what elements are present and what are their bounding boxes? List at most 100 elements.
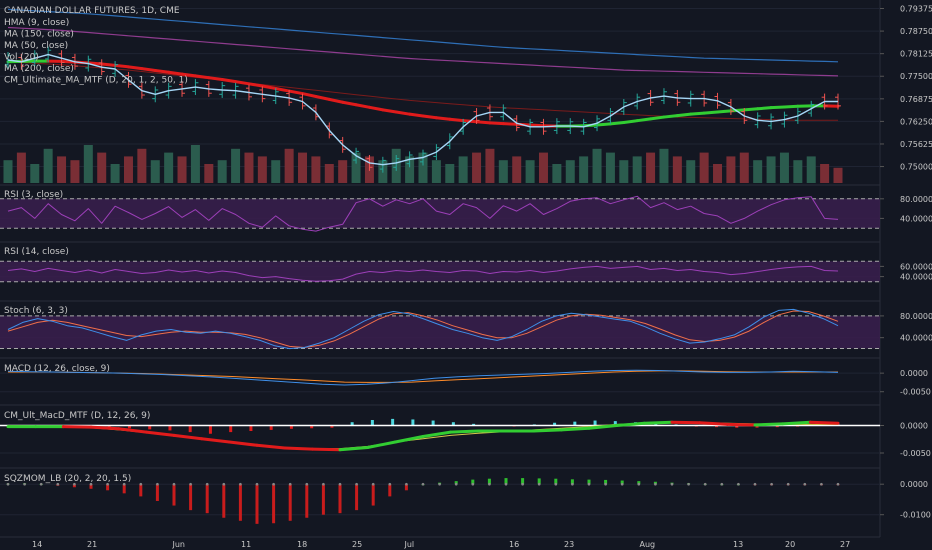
y-tick-label: -0.0050 bbox=[900, 388, 931, 397]
legend-entry: MA (50, close) bbox=[4, 41, 68, 51]
rsi14-line bbox=[7, 265, 839, 282]
sqzmom-dot bbox=[388, 482, 392, 486]
rsi14-label: RSI (14, close) bbox=[4, 247, 69, 257]
ma50-segment bbox=[367, 105, 385, 112]
sqzmom-dot bbox=[222, 482, 226, 486]
ma50-segment bbox=[782, 104, 800, 109]
ma50-segment bbox=[675, 112, 693, 118]
ultmacd-hist-bar bbox=[249, 425, 253, 431]
volume-bar bbox=[458, 156, 468, 183]
volume-bar bbox=[418, 152, 428, 183]
sqzmom-dot bbox=[56, 482, 60, 486]
rsi3-line bbox=[7, 195, 839, 232]
sqzmom-label: SQZMOM_LB (20, 2, 20, 1.5) bbox=[4, 474, 131, 484]
sqzmom-bar bbox=[537, 478, 541, 485]
legend-entry: Vol (20) bbox=[4, 53, 39, 63]
volume-bar bbox=[351, 152, 361, 183]
volume-bar bbox=[538, 152, 548, 183]
legend-entry: MA (150, close) bbox=[4, 30, 74, 40]
macd-line bbox=[7, 369, 839, 386]
ma50-segment bbox=[247, 82, 264, 88]
y-tick-label: 80.0000 bbox=[900, 312, 932, 321]
ma50-segment bbox=[60, 59, 77, 64]
stoch-label: Stoch (6, 3, 3) bbox=[4, 306, 68, 316]
ma50-segment bbox=[769, 105, 786, 110]
volume-bar bbox=[592, 148, 602, 183]
ultmacd-line-segment bbox=[117, 427, 148, 434]
ultmacd-line-segment bbox=[698, 421, 729, 426]
ultmacd-line-segment bbox=[670, 420, 702, 425]
ultmacd-hist-bar bbox=[775, 425, 779, 428]
sqzmom-bar bbox=[587, 479, 591, 485]
ma200-secondary-line bbox=[7, 61, 838, 121]
sqzmom-dot bbox=[488, 482, 491, 486]
rsi3-label: RSI (3, close) bbox=[4, 190, 63, 200]
volume-bar bbox=[445, 164, 455, 183]
sqzmom-dot bbox=[770, 482, 773, 486]
ultmacd-line-segment bbox=[366, 440, 397, 449]
legend-entry: HMA (9, close) bbox=[4, 18, 69, 28]
ultmacd-hist-bar bbox=[755, 425, 759, 428]
ultmacd-line-segment bbox=[725, 422, 757, 427]
ma50-segment bbox=[260, 84, 278, 91]
y-tick-label: 0.75000 bbox=[900, 163, 932, 172]
volume-bar bbox=[43, 148, 53, 183]
sqzmom-bar bbox=[288, 484, 292, 521]
sqzmom-dot bbox=[6, 482, 10, 486]
hma-line bbox=[7, 53, 838, 166]
ma50-segment bbox=[448, 117, 465, 123]
sqzmom-dot bbox=[737, 482, 740, 486]
sqzmom-dot bbox=[405, 482, 408, 486]
sqzmom-bar bbox=[205, 484, 209, 514]
stoch-d-line bbox=[7, 310, 839, 348]
y-tick-label: 0.76250 bbox=[900, 117, 932, 126]
y-tick-label: 0.79375 bbox=[900, 5, 932, 14]
ultmacd-line-segment bbox=[559, 426, 591, 432]
ma50-segment bbox=[234, 80, 251, 86]
sqzmom-bar bbox=[122, 484, 126, 494]
ma50-segment bbox=[595, 122, 612, 127]
ultmacd-line-segment bbox=[753, 422, 785, 427]
ultmacd-hist-bar bbox=[310, 425, 314, 429]
ma50-segment bbox=[501, 122, 519, 126]
ultmacd-hist-bar bbox=[411, 419, 415, 426]
volume-bar bbox=[123, 156, 133, 183]
ultmacd-hist-bar bbox=[573, 421, 577, 426]
volume-bar bbox=[110, 164, 120, 183]
x-tick-label: 16 bbox=[509, 540, 519, 549]
y-tick-label: 40.0000 bbox=[900, 214, 932, 223]
sqzmom-bar bbox=[238, 484, 242, 521]
ma50-segment bbox=[421, 114, 438, 120]
volume-bar bbox=[646, 152, 656, 183]
sqzmom-bar bbox=[305, 484, 309, 518]
volume-bar bbox=[57, 156, 67, 183]
volume-bar bbox=[164, 152, 174, 183]
ma50-segment bbox=[488, 121, 505, 126]
sqzmom-dot bbox=[554, 482, 558, 486]
sqzmom-dot bbox=[305, 482, 309, 486]
sqzmom-bar bbox=[155, 484, 159, 501]
sqzmom-dot bbox=[172, 482, 176, 486]
sqzmom-dot bbox=[371, 482, 375, 486]
ma50-segment bbox=[207, 76, 224, 81]
sqzmom-dot bbox=[106, 482, 109, 486]
ma50-segment bbox=[180, 72, 197, 78]
volume-bar bbox=[833, 167, 843, 183]
sqzmom-dot bbox=[587, 482, 591, 486]
macd-label: MACD (12, 26, close, 9) bbox=[4, 364, 110, 374]
volume-bar bbox=[217, 160, 227, 183]
volume-bar bbox=[190, 145, 200, 183]
sqzmom-bar bbox=[272, 484, 276, 524]
volume-bar bbox=[311, 156, 321, 183]
sqzmom-dot bbox=[454, 482, 458, 486]
ultmacd-hist-bar bbox=[370, 420, 374, 426]
sqzmom-dot bbox=[156, 482, 159, 486]
ultmacd-hist-bar bbox=[229, 425, 233, 433]
sqzmom-bar bbox=[106, 484, 110, 491]
sqzmom-dot bbox=[438, 482, 441, 486]
sqzmom-bar bbox=[255, 484, 259, 524]
sqzmom-bar bbox=[471, 479, 475, 485]
x-tick-label: 11 bbox=[241, 540, 251, 549]
ultmacd-hist-bar bbox=[553, 422, 557, 426]
